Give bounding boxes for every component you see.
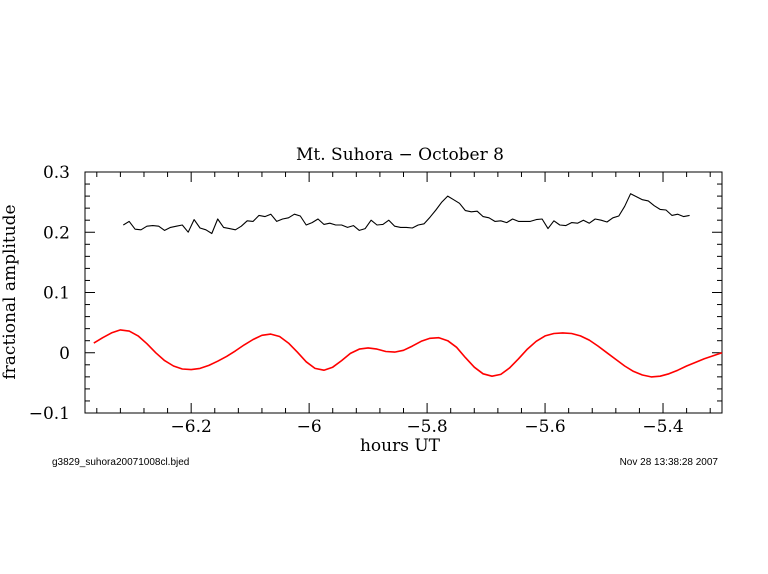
x-tick-labels: −6.2 −6 −5.8 −5.6 −5.4 (171, 417, 684, 437)
x-tick-label: −6.2 (171, 417, 212, 437)
y-tick-labels: −0.1 0 0.1 0.2 0.3 (29, 163, 70, 424)
chart-title: Mt. Suhora − October 8 (296, 145, 504, 165)
plot-frame (84, 171, 723, 414)
tick-marks (85, 171, 722, 414)
footer-timestamp: Nov 28 13:38:28 2007 (620, 457, 719, 468)
series-line-black (123, 193, 690, 235)
y-tick-label: −0.1 (29, 404, 70, 424)
x-tick-label: −5.6 (524, 417, 565, 437)
y-tick-label: 0.2 (43, 223, 70, 243)
y-axis-label: fractional amplitude (0, 204, 20, 379)
x-tick-label: −6 (297, 417, 322, 437)
series-layer (93, 193, 723, 378)
y-tick-label: 0.3 (43, 163, 70, 183)
x-axis-label: hours UT (360, 436, 441, 456)
x-tick-label: −5.8 (406, 417, 447, 437)
series-line-red (93, 329, 723, 378)
y-tick-label: 0 (59, 344, 70, 364)
x-tick-label: −5.4 (642, 417, 683, 437)
y-tick-label: 0.1 (43, 284, 70, 304)
footer-filename: g3829_suhora20071008cl.bjed (52, 457, 189, 468)
